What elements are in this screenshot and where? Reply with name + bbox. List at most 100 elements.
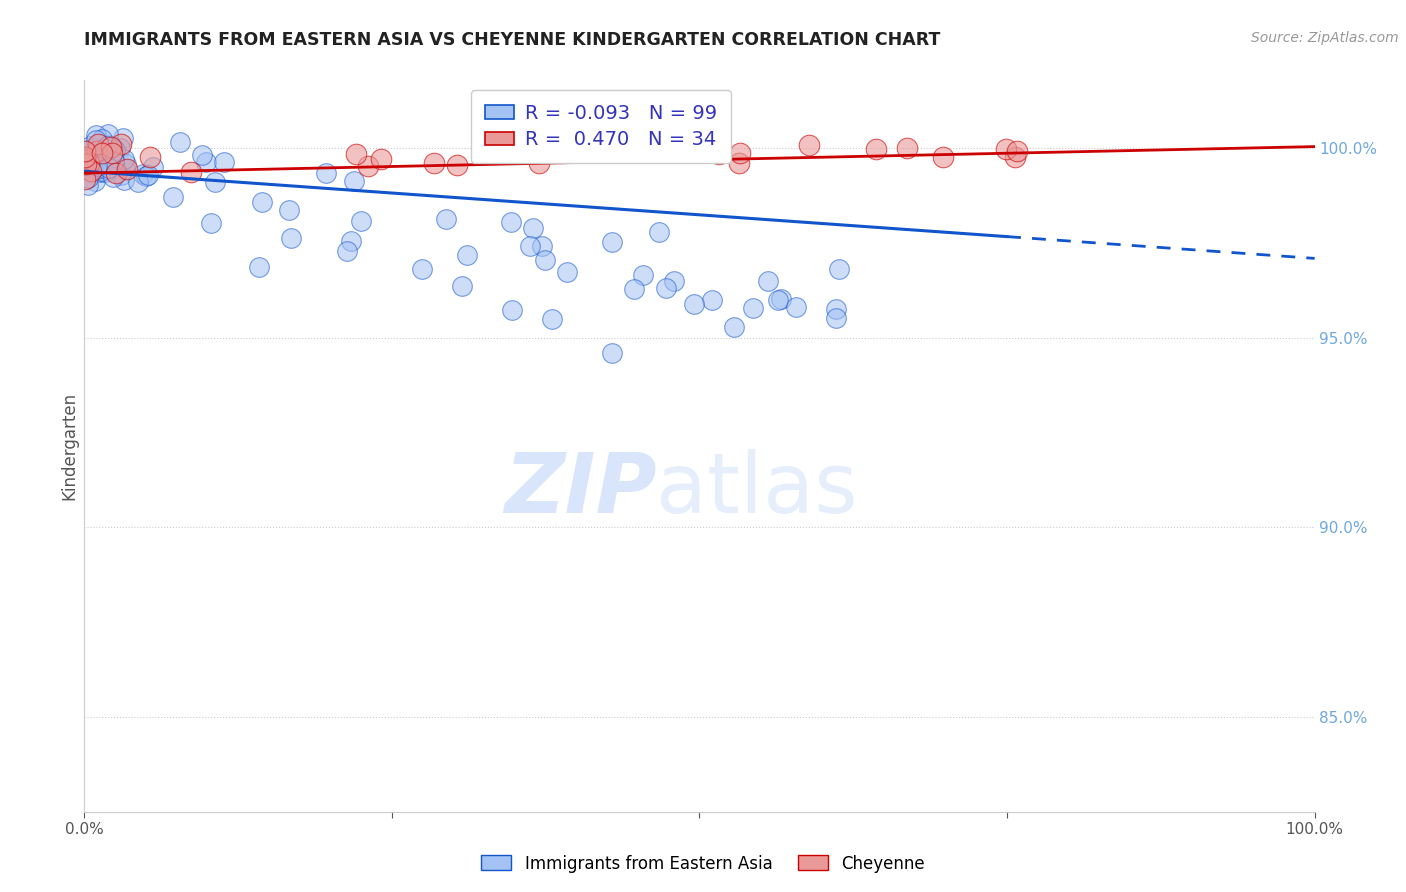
Point [315,166,337,180]
Point [79,146,101,161]
Point [519,239,541,253]
Point [104,143,127,157]
Point [555,264,578,278]
Point [994,142,1017,156]
Point [89,164,111,178]
Legend: R = -0.093   N = 99, R =  0.470   N = 34: R = -0.093 N = 99, R = 0.470 N = 34 [471,90,731,163]
Point [700,293,723,307]
Point [77,178,100,193]
Point [204,175,226,189]
Text: ZIP: ZIP [503,450,657,531]
Point [768,293,790,308]
Point [499,215,522,229]
Point [79,139,101,153]
Point [97,138,120,153]
Point [90,132,112,146]
Point [82,153,104,168]
Point [742,301,765,315]
Point [91,163,114,178]
Point [112,173,135,187]
Point [75,158,97,172]
Point [340,234,363,248]
Point [110,137,132,152]
Point [190,148,212,162]
Point [79,156,101,170]
Point [723,319,745,334]
Point [423,156,446,170]
Point [96,139,118,153]
Point [94,164,117,178]
Point [97,127,120,141]
Point [127,175,149,189]
Y-axis label: Kindergarten: Kindergarten [60,392,79,500]
Point [1004,150,1026,164]
Point [709,147,731,161]
Text: Source: ZipAtlas.com: Source: ZipAtlas.com [1251,31,1399,45]
Point [112,152,135,166]
Point [76,157,98,171]
Point [101,169,124,184]
Point [280,230,302,244]
Point [94,161,117,176]
Point [86,128,108,142]
Point [75,153,97,167]
Point [655,281,678,295]
Point [824,301,846,316]
Point [98,150,121,164]
Point [1005,144,1028,158]
Point [212,155,235,169]
Point [522,220,544,235]
Legend: Immigrants from Eastern Asia, Cheyenne: Immigrants from Eastern Asia, Cheyenne [475,848,931,880]
Point [86,145,108,159]
Point [93,142,115,156]
Text: IMMIGRANTS FROM EASTERN ASIA VS CHEYENNE KINDERGARTEN CORRELATION CHART: IMMIGRANTS FROM EASTERN ASIA VS CHEYENNE… [84,31,941,49]
Point [456,248,478,262]
Point [485,140,508,154]
Point [84,161,107,176]
Point [112,131,135,145]
Point [84,157,107,171]
Point [797,138,820,153]
Point [136,169,159,183]
Point [527,156,550,170]
Text: atlas: atlas [657,450,858,531]
Point [828,261,851,276]
Point [728,146,751,161]
Point [90,152,112,166]
Point [79,164,101,178]
Point [103,153,125,168]
Point [785,301,807,315]
Point [90,164,112,178]
Point [100,140,122,154]
Point [135,169,157,184]
Point [631,268,654,282]
Point [931,150,953,164]
Point [350,214,373,228]
Point [139,150,162,164]
Point [623,282,645,296]
Point [75,150,97,164]
Point [728,156,751,170]
Point [356,159,378,173]
Point [73,145,96,159]
Point [343,174,366,188]
Point [602,235,624,249]
Point [103,141,125,155]
Point [758,274,780,288]
Point [77,170,100,185]
Point [180,164,202,178]
Point [97,161,120,176]
Point [169,135,191,149]
Point [451,278,474,293]
Point [84,133,107,147]
Point [90,146,112,161]
Point [104,160,127,174]
Point [530,239,553,253]
Point [600,346,623,360]
Point [87,143,110,157]
Point [540,312,562,326]
Point [87,137,110,152]
Point [664,274,686,288]
Point [278,203,301,218]
Point [114,157,136,171]
